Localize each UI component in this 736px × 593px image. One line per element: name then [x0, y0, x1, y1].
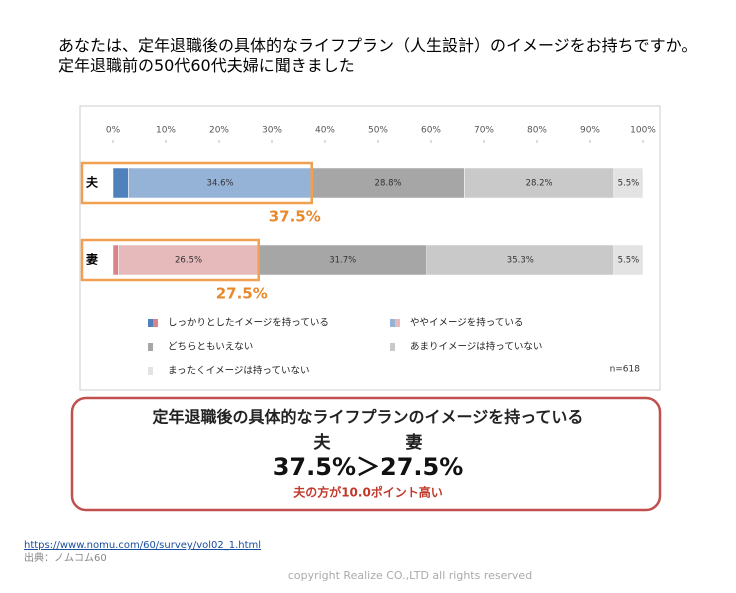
- legend-swatch: [395, 319, 400, 327]
- x-tick-label: 100%: [630, 126, 656, 136]
- bar-segment: [112, 244, 119, 276]
- x-tick-label: 20%: [209, 126, 229, 136]
- summary-conclusion: 夫の方が10.0ポイント高い: [292, 485, 443, 500]
- bar-segment: [128, 167, 312, 199]
- summary-box: [70, 396, 662, 512]
- category-label: 妻: [86, 252, 98, 267]
- bar-segment: [112, 167, 129, 199]
- value-label: 26.5%: [175, 256, 202, 266]
- bar-segment: [118, 244, 259, 276]
- legend-label: ややイメージを持っている: [410, 317, 523, 329]
- copyright: copyright Realize CO.,LTD all rights res…: [288, 569, 532, 582]
- heading-line: あなたは、定年退職後の具体的なライフプラン（人生設計）のイメージをお持ちですか。: [58, 36, 698, 55]
- legend-label: まったくイメージは持っていない: [168, 365, 309, 377]
- x-tick-label: 0%: [106, 126, 121, 136]
- x-tick-label: 30%: [262, 126, 282, 136]
- x-tick-label: 90%: [580, 126, 600, 136]
- value-label: 35.3%: [507, 256, 534, 266]
- legend-label: どちらともいえない: [168, 342, 253, 353]
- category-label: 夫: [85, 175, 99, 190]
- source-url[interactable]: https://www.nomu.com/60/survey/vol02_1.h…: [24, 540, 261, 551]
- value-label: 31.7%: [329, 256, 356, 266]
- legend-swatch: [148, 343, 153, 351]
- value-label: 5.5%: [618, 256, 640, 266]
- summary-label: 夫: [314, 432, 332, 453]
- value-label: 34.6%: [207, 179, 234, 189]
- value-label: 5.5%: [618, 179, 640, 189]
- legend-swatch: [148, 319, 153, 327]
- summary-label: 妻: [406, 433, 423, 453]
- legend-swatch: [148, 367, 153, 375]
- highlight-box: [80, 161, 313, 205]
- legend-swatch: [390, 319, 395, 327]
- bar-segment: [311, 167, 465, 199]
- x-tick-label: 10%: [156, 126, 176, 136]
- annotation: 27.5%: [216, 285, 268, 303]
- legend-label: あまりイメージは持っていない: [410, 341, 542, 353]
- legend-label: しっかりとしたイメージを持っている: [168, 317, 329, 329]
- bar-segment: [426, 244, 615, 276]
- x-tick-label: 80%: [527, 126, 547, 136]
- summary-title: 定年退職後の具体的なライフプランのイメージを持っている: [152, 408, 584, 427]
- summary-comparison: 37.5%＞27.5%: [273, 453, 464, 481]
- value-label: 28.8%: [375, 179, 402, 189]
- x-tick-label: 70%: [474, 126, 494, 136]
- x-tick-label: 60%: [421, 126, 441, 136]
- bar-segment: [613, 167, 644, 199]
- value-label: 28.2%: [526, 179, 553, 189]
- x-tick-label: 40%: [315, 126, 335, 136]
- bar-segment: [613, 244, 644, 276]
- bar-segment: [464, 167, 615, 199]
- legend-swatch: [390, 343, 395, 351]
- note: n=618: [610, 365, 641, 375]
- source: 出典：ノムコム60: [24, 551, 107, 564]
- heading-line: 定年退職前の50代60代夫婦に聞きました: [58, 56, 355, 75]
- annotation: 37.5%: [269, 208, 321, 226]
- highlight-box: [80, 238, 260, 282]
- bar-segment: [258, 244, 428, 276]
- x-tick-label: 50%: [368, 126, 388, 136]
- legend-swatch: [153, 319, 158, 327]
